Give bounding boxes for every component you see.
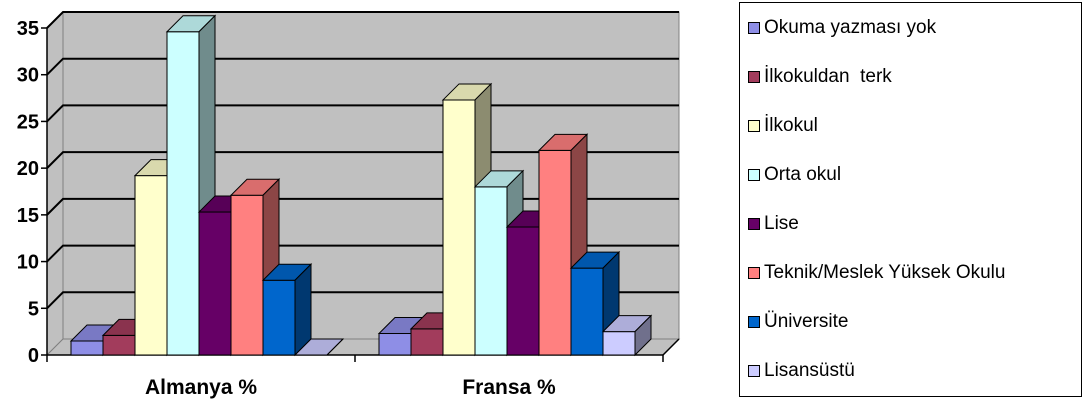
bar-front: [602, 331, 636, 356]
legend-label: Okuma yazması yok: [764, 17, 937, 38]
bar-side: [634, 314, 652, 357]
legend-item: Orta okul: [748, 164, 841, 186]
bar: [601, 314, 653, 357]
bar-front: [166, 31, 200, 356]
bars: [69, 14, 653, 357]
bar-front: [410, 328, 444, 356]
bar-front: [70, 340, 104, 356]
legend-label: Lisansüstü: [764, 360, 855, 381]
y-tick-label: 0: [28, 345, 39, 367]
bar-front: [474, 186, 508, 356]
x-axis-depth: [662, 338, 680, 356]
bar-front: [198, 211, 232, 356]
gridline: [46, 57, 679, 76]
bar-front: [230, 194, 264, 356]
bar: [261, 263, 313, 357]
bar-front: [102, 334, 136, 356]
x-category-label: Fransa %: [462, 376, 556, 399]
legend-label: Lise: [764, 213, 799, 234]
legend-item: İlkokuldan terk: [748, 66, 892, 88]
bar: [537, 133, 589, 357]
legend-label: İlkokul: [764, 115, 818, 136]
x-category-labels: Almanya % Fransa %: [145, 376, 556, 399]
legend-label: İlkokuldan terk: [764, 66, 892, 87]
legend-swatch: [748, 71, 760, 83]
y-tick-label: 35: [17, 18, 39, 40]
y-tick-label: 10: [17, 252, 39, 274]
y-tick-label: 25: [17, 111, 39, 133]
legend-item: Lisansüstü: [748, 360, 855, 382]
legend-item: Teknik/Meslek Yüksek Okulu: [748, 262, 1005, 284]
y-tick-labels: 0 5 10 15 20 25 30 35: [17, 18, 39, 367]
legend: Okuma yazması yok İlkokuldan terk İlkokul O…: [739, 2, 1082, 397]
bar-front: [134, 175, 168, 356]
bar-front: [378, 333, 412, 356]
legend-label: Teknik/Meslek Yüksek Okulu: [764, 262, 1006, 283]
y-tick-label: 20: [17, 158, 39, 180]
legend-swatch: [748, 316, 760, 328]
y-tick-label: 5: [28, 298, 39, 320]
gridline: [46, 11, 679, 29]
legend-swatch: [748, 267, 760, 279]
legend-swatch: [748, 120, 760, 132]
y-tick-label: 15: [17, 205, 39, 227]
legend-swatch: [748, 22, 760, 34]
y-tick-label: 30: [17, 65, 39, 87]
bar-side: [326, 338, 344, 356]
bar: [293, 338, 345, 356]
bar-chart: 0 5 10 15 20 25 30 35 Almanya % Fransa %: [17, 10, 681, 399]
legend-item: Lise: [748, 213, 799, 235]
legend-swatch: [748, 365, 760, 377]
bar-front: [262, 279, 296, 356]
bar-front: [506, 226, 540, 356]
legend-label: Üniversite: [764, 311, 849, 332]
bar-front: [570, 267, 604, 356]
bar-front: [442, 99, 476, 356]
legend-item: İlkokul: [748, 115, 818, 137]
legend-swatch: [748, 169, 760, 181]
legend-item: Üniversite: [748, 311, 848, 333]
legend-item: Okuma yazması yok: [748, 17, 936, 39]
bar-front: [538, 149, 572, 356]
legend-swatch: [748, 218, 760, 230]
legend-label: Orta okul: [764, 164, 842, 185]
side-wall: [46, 10, 64, 357]
x-category-label: Almanya %: [145, 376, 257, 399]
